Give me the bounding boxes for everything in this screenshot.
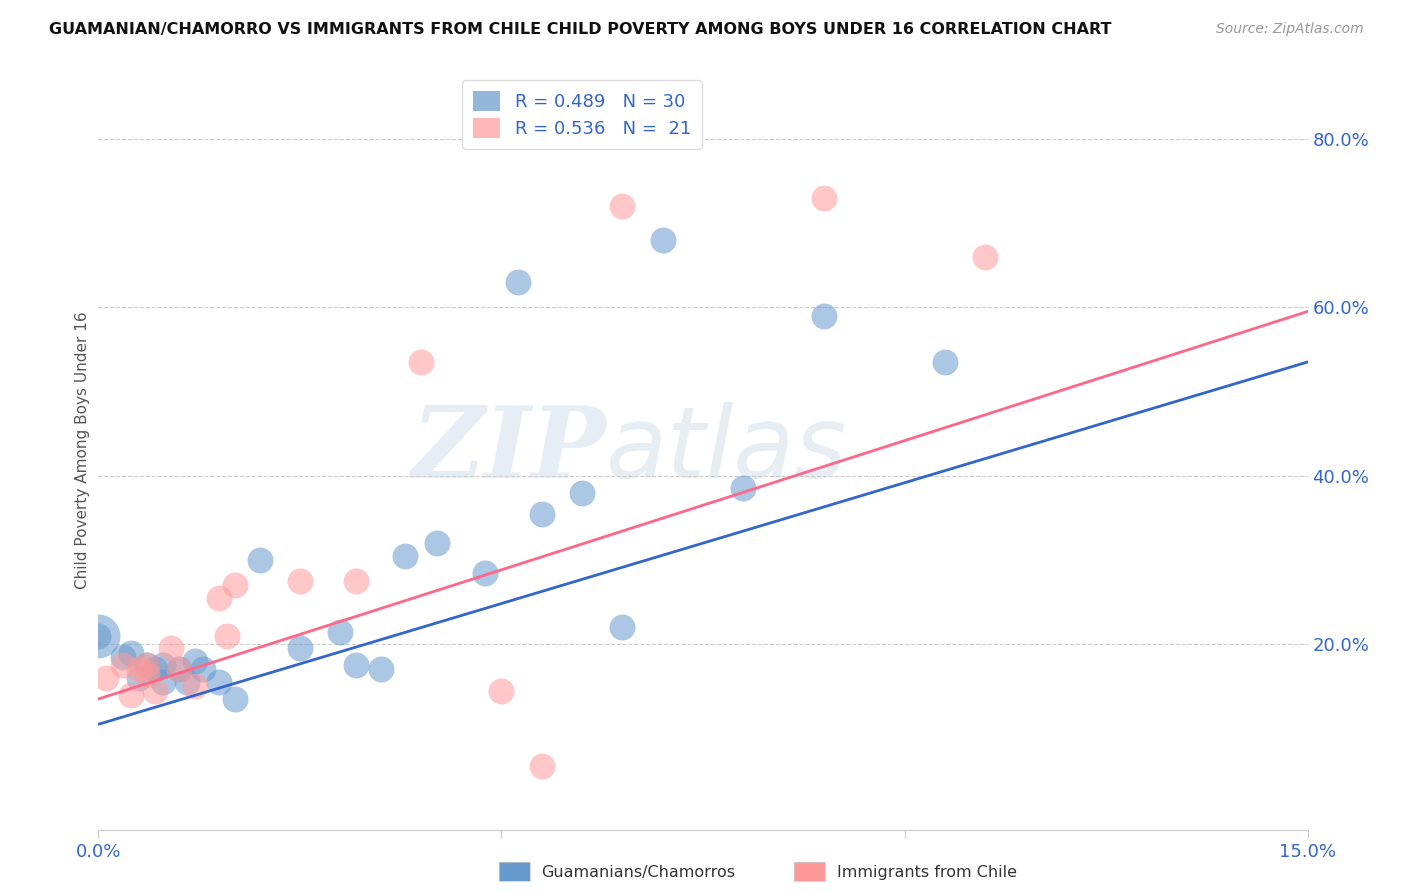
Point [288, 641, 311, 656]
Point [370, 663, 392, 677]
Point [217, 629, 239, 643]
Point [571, 485, 593, 500]
Text: Source: ZipAtlas.com: Source: ZipAtlas.com [1216, 22, 1364, 37]
Point [612, 620, 634, 634]
Point [111, 658, 134, 673]
Y-axis label: Child Poverty Among Boys Under 16: Child Poverty Among Boys Under 16 [75, 311, 90, 590]
Point [612, 199, 634, 213]
Point [813, 191, 835, 205]
Point [96, 671, 118, 685]
Point [974, 250, 997, 264]
Point [120, 688, 142, 702]
Point [135, 666, 157, 681]
Point [184, 654, 207, 668]
Point [409, 355, 432, 369]
Text: Immigrants from Chile: Immigrants from Chile [837, 865, 1017, 880]
Point [530, 507, 553, 521]
Point [176, 675, 198, 690]
Point [208, 591, 231, 605]
Point [152, 658, 174, 673]
Point [184, 679, 207, 693]
Point [288, 574, 311, 588]
Text: atlas: atlas [606, 402, 848, 499]
Point [426, 536, 449, 550]
Point [120, 646, 142, 660]
Point [167, 663, 190, 677]
Point [249, 553, 271, 567]
Point [813, 309, 835, 323]
Text: GUAMANIAN/CHAMORRO VS IMMIGRANTS FROM CHILE CHILD POVERTY AMONG BOYS UNDER 16 CO: GUAMANIAN/CHAMORRO VS IMMIGRANTS FROM CH… [49, 22, 1112, 37]
Point [394, 549, 416, 563]
Point [128, 671, 150, 685]
Point [128, 663, 150, 677]
Point [506, 275, 529, 289]
Point [193, 663, 215, 677]
Point [160, 641, 183, 656]
Text: ZIP: ZIP [412, 402, 606, 499]
Point [329, 624, 352, 639]
Point [651, 233, 673, 247]
Point [344, 658, 367, 673]
Legend: R = 0.489   N = 30, R = 0.536   N =  21: R = 0.489 N = 30, R = 0.536 N = 21 [463, 80, 702, 149]
Point [733, 482, 755, 496]
Point [530, 759, 553, 773]
Point [135, 658, 157, 673]
Point [143, 663, 166, 677]
Point [135, 658, 157, 673]
Point [934, 355, 956, 369]
Point [167, 663, 190, 677]
Point [152, 675, 174, 690]
Point [224, 578, 246, 592]
Point [111, 649, 134, 664]
Point [344, 574, 367, 588]
Point [491, 683, 513, 698]
Point [143, 683, 166, 698]
Text: Guamanians/Chamorros: Guamanians/Chamorros [541, 865, 735, 880]
Point [224, 692, 246, 706]
Point [87, 629, 110, 643]
Point [87, 629, 110, 643]
Point [208, 675, 231, 690]
Point [474, 566, 496, 580]
